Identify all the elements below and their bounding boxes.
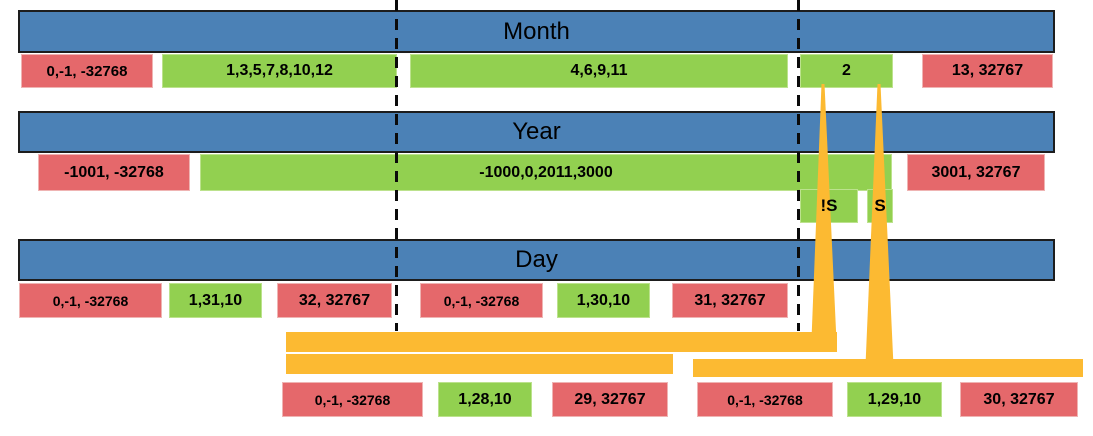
month-bar: Month [18,10,1055,53]
flow-bar-top-connector [286,332,837,352]
month-class-valid-31day-months: 1,3,5,7,8,10,12 [162,54,397,88]
year-class-invalid-high: 3001, 32767 [907,154,1045,191]
day30-class-valid: 1,30,10 [557,283,650,318]
day31-class-valid: 1,31,10 [169,283,262,318]
day-bar: Day [18,239,1055,281]
day-bar-title: Day [515,246,558,273]
flow-bar-nonleap-bracket [286,354,673,374]
month-class-valid-30day-months: 4,6,9,11 [410,54,788,88]
month-bar-title: Month [503,17,570,45]
year-class-invalid-low: -1001, -32768 [38,154,190,191]
day30-class-invalid-high: 31, 32767 [672,283,788,318]
leap-flag-not-leap-label: !S [820,196,838,215]
flow-bar-leap-bracket [693,359,1083,377]
feb-leap-class-invalid-low: 0,-1, -32768 [697,382,833,417]
feb-leap-class-valid: 1,29,10 [847,382,942,417]
month-class-invalid-low: 0,-1, -32768 [21,54,153,88]
day30-class-invalid-low: 0,-1, -32768 [420,283,543,318]
year-class-valid: -1000,0,2011,3000 [200,154,892,191]
partition-boundary-line-right [797,0,800,331]
month-class-valid-february: 2 [800,54,893,88]
feb-nonleap-class-valid: 1,28,10 [438,382,532,417]
month-class-invalid-high: 13, 32767 [922,54,1053,88]
feb-nonleap-class-invalid-low: 0,-1, -32768 [282,382,423,417]
day31-class-invalid-high: 32, 32767 [277,283,392,318]
year-bar: Year [18,111,1055,153]
feb-nonleap-class-invalid-high: 29, 32767 [552,382,668,417]
partition-boundary-line-left [395,0,398,331]
leap-flag-leap-label: S [874,196,886,215]
year-bar-title: Year [512,118,561,145]
feb-leap-class-invalid-high: 30, 32767 [960,382,1078,417]
day31-class-invalid-low: 0,-1, -32768 [19,283,162,318]
